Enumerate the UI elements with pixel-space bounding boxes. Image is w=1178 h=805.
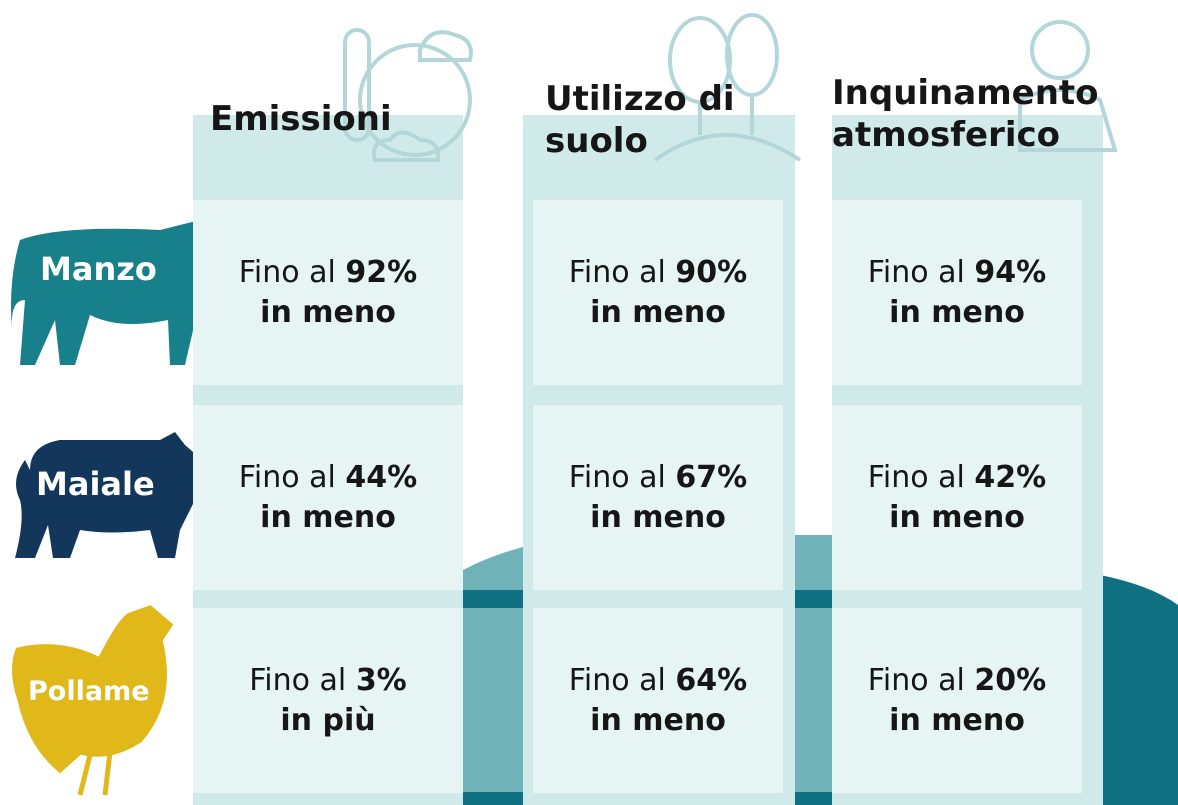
cell-value: 90% [675, 255, 747, 290]
stripe [795, 590, 832, 608]
cell-line: Fino al 20% [868, 661, 1046, 701]
column-header: Utilizzo di suolo [545, 78, 745, 162]
cell: Fino al 20%in meno [832, 608, 1082, 793]
cell-value: 64% [675, 663, 747, 698]
cell-value: 92% [345, 255, 417, 290]
cell-prefix: Fino al [249, 663, 346, 698]
cell-prefix: Fino al [239, 255, 336, 290]
cell-value: 67% [675, 460, 747, 495]
row-label: Maiale [36, 465, 155, 503]
cell-value: 3% [356, 663, 407, 698]
stripe [795, 792, 832, 805]
column-header: Inquinamento atmosferico [832, 72, 1102, 156]
cell-line: Fino al 67% [569, 458, 747, 498]
cell: Fino al 92%in meno [193, 200, 463, 385]
cell-line: Fino al 90% [569, 253, 747, 293]
cell-suffix: in meno [590, 293, 726, 333]
cell-suffix: in meno [260, 498, 396, 538]
cell-value: 42% [974, 460, 1046, 495]
cell: Fino al 94%in meno [832, 200, 1082, 385]
cell: Fino al 64%in meno [533, 608, 783, 793]
cell: Fino al 42%in meno [832, 405, 1082, 590]
stripe [463, 792, 523, 805]
cell-prefix: Fino al [569, 255, 666, 290]
column-header: Emissioni [210, 98, 392, 140]
cell-prefix: Fino al [868, 460, 965, 495]
cell-prefix: Fino al [569, 663, 666, 698]
cell-suffix: in meno [590, 701, 726, 741]
cell: Fino al 3%in più [193, 608, 463, 793]
cell-suffix: in più [280, 701, 375, 741]
cell-prefix: Fino al [569, 460, 666, 495]
cell-prefix: Fino al [868, 255, 965, 290]
cell: Fino al 67%in meno [533, 405, 783, 590]
row-label: Pollame [28, 676, 150, 707]
cell-line: Fino al 42% [868, 458, 1046, 498]
cell-suffix: in meno [889, 293, 1025, 333]
cell-line: Fino al 64% [569, 661, 747, 701]
row-label: Manzo [40, 250, 157, 288]
cell-suffix: in meno [590, 498, 726, 538]
cell-value: 94% [974, 255, 1046, 290]
cell-value: 44% [345, 460, 417, 495]
cell-line: Fino al 92% [239, 253, 417, 293]
cell-suffix: in meno [889, 701, 1025, 741]
stripe [463, 590, 523, 608]
cell-prefix: Fino al [868, 663, 965, 698]
cell-line: Fino al 3% [249, 661, 407, 701]
cell: Fino al 90%in meno [533, 200, 783, 385]
page: Emissioni Utilizzo di suolo Inquinamento… [0, 0, 1178, 805]
hill [1100, 575, 1178, 805]
cell-line: Fino al 94% [868, 253, 1046, 293]
cell-suffix: in meno [889, 498, 1025, 538]
cell-prefix: Fino al [239, 460, 336, 495]
cell-value: 20% [974, 663, 1046, 698]
cell: Fino al 44%in meno [193, 405, 463, 590]
cell-line: Fino al 44% [239, 458, 417, 498]
cell-suffix: in meno [260, 293, 396, 333]
